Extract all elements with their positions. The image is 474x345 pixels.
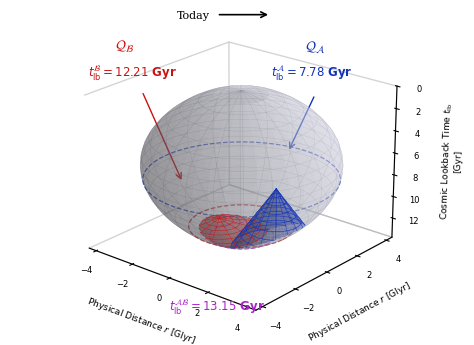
Text: $\mathcal{Q}_{\mathcal{B}}$: $\mathcal{Q}_{\mathcal{B}}$ — [115, 38, 134, 55]
X-axis label: Physical Distance $r$ [Glyr]: Physical Distance $r$ [Glyr] — [85, 295, 198, 345]
Text: $t_{\rm lb}^{\mathcal{AB}} = 13.15$ Gyr: $t_{\rm lb}^{\mathcal{AB}} = 13.15$ Gyr — [169, 298, 264, 317]
Text: Today: Today — [177, 11, 210, 21]
Y-axis label: Physical Distance $r$ [Glyr]: Physical Distance $r$ [Glyr] — [306, 279, 414, 345]
Text: $\mathcal{Q}_{\mathcal{A}}$: $\mathcal{Q}_{\mathcal{A}}$ — [305, 39, 325, 55]
Text: $t_{\rm lb}^{\mathcal{B}} = 12.21$ Gyr: $t_{\rm lb}^{\mathcal{B}} = 12.21$ Gyr — [88, 65, 177, 83]
Text: $t_{\rm lb}^{\mathcal{A}} = 7.78$ Gyr: $t_{\rm lb}^{\mathcal{A}} = 7.78$ Gyr — [271, 63, 353, 83]
